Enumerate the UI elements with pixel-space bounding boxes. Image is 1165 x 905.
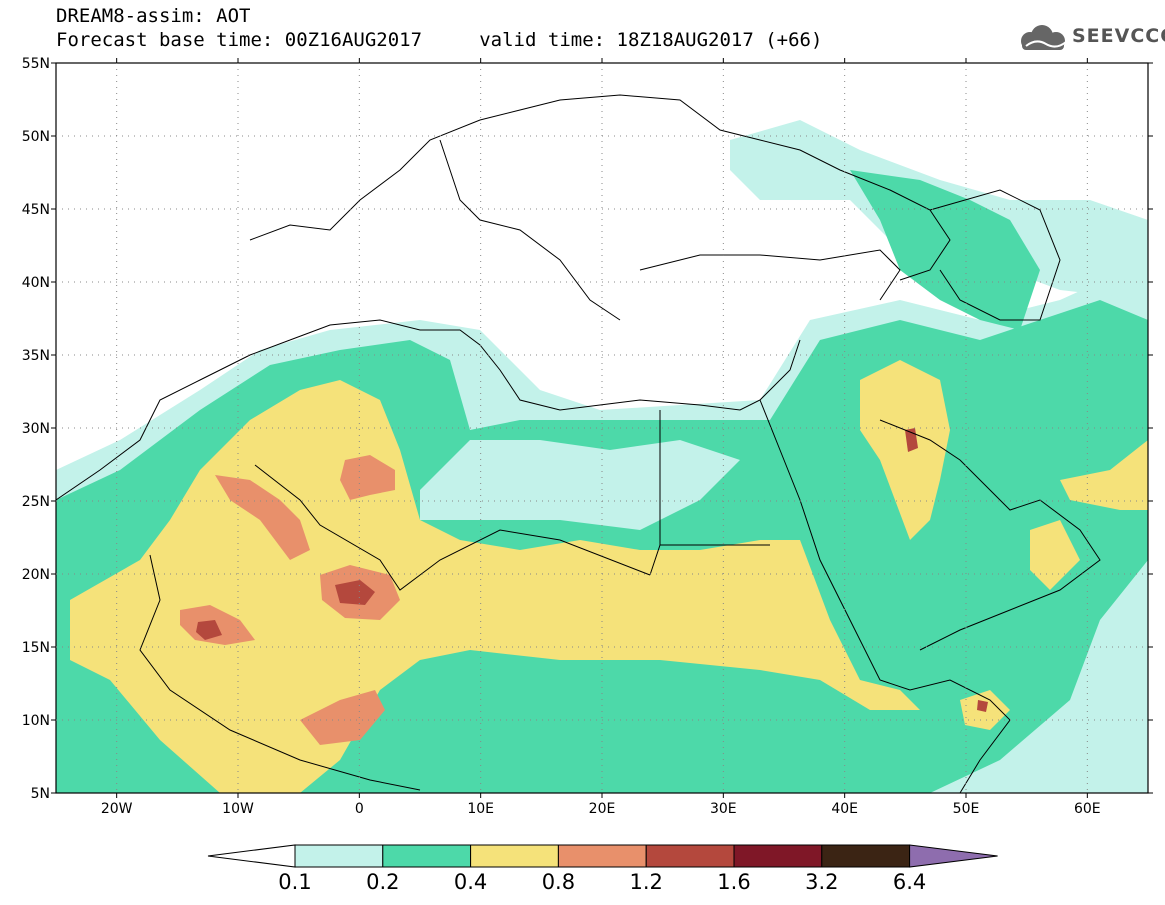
grid [56, 63, 1148, 793]
colorbar-label: 1.6 [717, 870, 750, 894]
lon-tick-label: 20W [101, 801, 133, 817]
colorbar-label: 0.1 [278, 870, 311, 894]
lon-tick-label: 60E [1074, 801, 1101, 817]
colorbar-label: 6.4 [893, 870, 926, 894]
lon-tick-label: 30E [710, 801, 737, 817]
cloud-logo-icon [1021, 25, 1067, 50]
coastlines [56, 94, 1101, 793]
lon-tick-label: 0 [355, 801, 364, 817]
colorbar-label: 0.8 [542, 870, 575, 894]
lat-tick-label: 50N [22, 129, 50, 145]
colorbar-swatch [294, 844, 384, 868]
lon-tick-label: 40E [831, 801, 858, 817]
lon-tick-label: 10W [222, 801, 254, 817]
lat-tick-label: 35N [22, 348, 50, 364]
colorbar-swatch [645, 844, 735, 868]
aot-level-1.2 [196, 620, 222, 640]
aot-level-0.8 [180, 605, 255, 645]
colorbar-swatch [821, 844, 911, 868]
colorbar-label: 0.2 [366, 870, 399, 894]
aot-level-0.8 [300, 690, 385, 745]
map-title: DREAM8-assim: AOT [56, 5, 251, 27]
lat-tick-label: 30N [22, 421, 50, 437]
colorbar-label: 3.2 [805, 870, 838, 894]
forecast-time-subtitle: Forecast base time: 00Z16AUG2017 valid t… [56, 29, 823, 51]
colorbar-label: 0.4 [454, 870, 487, 894]
lat-tick-label: 25N [22, 494, 50, 510]
colorbar: 0.1 0.2 0.4 0.8 1.2 1.6 3.2 6.4 [207, 844, 998, 894]
colorbar-under-arrow [207, 844, 296, 868]
lon-tick-label: 10E [467, 801, 494, 817]
colorbar-swatch [470, 844, 559, 868]
aot-level-1.2 [335, 580, 375, 605]
lon-tick-label: 50E [953, 801, 980, 817]
aot-level-0.8 [340, 455, 395, 500]
colorbar-label: 1.2 [629, 870, 662, 894]
lat-tick-label: 55N [22, 56, 50, 72]
aot-level-1.2 [977, 700, 988, 712]
longitude-axis: 20W 10W 0 10E 20E 30E 40E 50E 60E [101, 58, 1101, 817]
aot-level-0.4 [860, 360, 950, 540]
latitude-axis: 55N 50N 45N 40N 35N 30N 25N 20N 15N 10N 5N [22, 56, 1153, 802]
colorbar-swatch [733, 844, 823, 868]
lat-tick-label: 40N [22, 275, 50, 291]
aot-level-0.2 [850, 170, 1040, 330]
logo-text: SEEVCCC [1072, 25, 1165, 47]
lat-tick-label: 10N [22, 713, 50, 729]
colorbar-over-arrow [909, 844, 998, 868]
colorbar-swatch [557, 844, 647, 868]
colorbar-swatch [382, 844, 472, 868]
lat-tick-label: 5N [31, 786, 50, 802]
aot-level-0.4 [1030, 520, 1080, 590]
lat-tick-label: 20N [22, 567, 50, 583]
lat-tick-label: 15N [22, 640, 50, 656]
aot-level-0.4 [1060, 440, 1148, 510]
aot-level-0.8 [215, 475, 310, 560]
lon-tick-label: 20E [589, 801, 616, 817]
lat-tick-label: 45N [22, 202, 50, 218]
aot-level-0.4 [70, 380, 920, 793]
